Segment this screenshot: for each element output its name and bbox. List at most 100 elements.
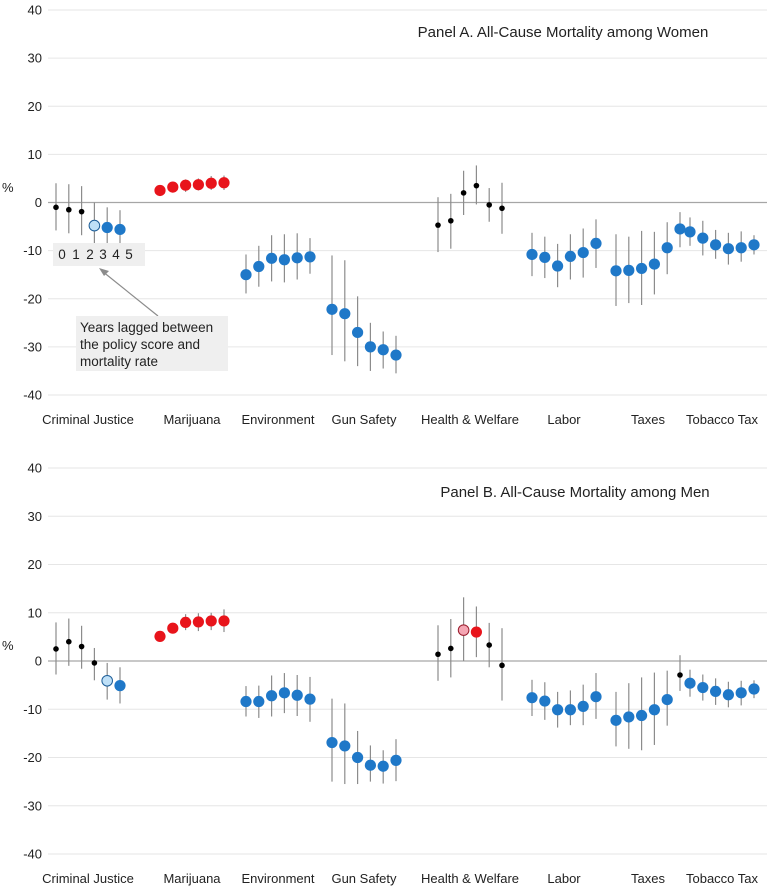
panel-a-point xyxy=(499,205,505,212)
lag-label-1: 1 xyxy=(72,247,80,262)
panel-b-category-label: Taxes xyxy=(631,871,665,886)
panel-a-y-tick-label: 40 xyxy=(28,3,42,18)
panel-b-point xyxy=(66,638,72,645)
panel-a-point xyxy=(53,204,59,211)
panel-b-category-label: Health & Welfare xyxy=(421,871,519,886)
panel-a-point xyxy=(326,303,338,315)
panel-a-point xyxy=(735,242,747,254)
panel-b-y-tick-label: 20 xyxy=(28,557,42,572)
panel-b-y-tick-label: 0 xyxy=(35,654,42,669)
panel-b-point xyxy=(470,626,482,638)
panel-b-point xyxy=(448,645,454,652)
panel-a-point xyxy=(697,232,709,244)
panel-a-category-label: Criminal Justice xyxy=(42,412,134,427)
panel-b-point xyxy=(240,695,252,708)
lag-label-3: 3 xyxy=(99,247,107,262)
panel-b-category-label: Gun Safety xyxy=(331,871,397,886)
panel-b-point xyxy=(564,704,577,716)
panel-a-point xyxy=(114,223,126,236)
panel-b-y-tick-label: -10 xyxy=(23,702,42,717)
panel-a-y-tick-label: 0 xyxy=(35,195,42,210)
panel-b-category-label: Marijuana xyxy=(163,871,221,886)
panel-a-point xyxy=(448,217,454,224)
panel-b-point xyxy=(266,690,278,702)
panel-a-point xyxy=(674,223,686,235)
panel-b-point xyxy=(552,704,564,716)
panel-b-point xyxy=(457,624,470,636)
panel-a-y-tick-label: 20 xyxy=(28,99,42,114)
panel-b-y-tick-label: 10 xyxy=(28,605,42,620)
panel-a-point xyxy=(684,226,696,238)
panel-b-point xyxy=(91,660,98,666)
panel-b-category-label: Environment xyxy=(242,871,315,886)
panel-a-category-label: Environment xyxy=(242,412,315,427)
lag-label-5: 5 xyxy=(125,247,133,262)
panel-a-point xyxy=(564,250,577,262)
panel-b-point xyxy=(610,714,622,726)
panel-b-point xyxy=(253,695,265,708)
panel-a-point xyxy=(88,219,101,232)
panel-a-title: Panel A. All-Cause Mortality among Women xyxy=(418,24,709,41)
panel-b-point xyxy=(218,615,230,627)
panel-b-point xyxy=(677,672,683,678)
panel-a-y-tick-label: -10 xyxy=(23,243,42,258)
panel-a-series-3 xyxy=(240,233,316,294)
panel-a-category-label: Taxes xyxy=(631,412,665,427)
lag-note-line-1: Years lagged between xyxy=(80,320,213,335)
panel-b-point xyxy=(539,695,551,707)
panel-a-y-tick-label: 30 xyxy=(28,51,42,66)
panel-b-point xyxy=(648,704,661,716)
panel-a-point xyxy=(167,181,179,193)
panel-a-point xyxy=(66,206,72,213)
panel-a-point xyxy=(154,184,166,197)
panel-b-y-tick-label: -40 xyxy=(23,847,42,862)
panel-a: Panel A. All-Cause Mortality among Women… xyxy=(2,3,767,427)
panel-b-point xyxy=(377,760,389,772)
panel-a-series-6 xyxy=(526,219,602,288)
panel-a-point xyxy=(180,179,192,191)
panel-b-point xyxy=(205,615,217,627)
lag-label-2: 2 xyxy=(86,247,94,262)
panel-b-point xyxy=(192,616,204,628)
panel-b-point xyxy=(636,709,648,722)
lag-note-line-2: the policy score and xyxy=(80,337,200,352)
panel-b-y-axis-label: % xyxy=(2,638,14,653)
panel-b-point xyxy=(278,687,290,699)
panel-a-point xyxy=(253,260,265,273)
panel-a-point xyxy=(78,208,85,215)
panel-a-point xyxy=(460,190,467,196)
panel-a-point xyxy=(291,252,303,264)
panel-a-point xyxy=(352,326,364,339)
panel-b-category-label: Labor xyxy=(547,871,581,886)
panel-b-series-4 xyxy=(326,698,402,785)
panel-a-point xyxy=(435,222,441,228)
panel-b-point xyxy=(623,711,635,723)
panel-a-point xyxy=(539,251,551,263)
lag-pointer-arrow xyxy=(101,270,159,317)
panel-b-point xyxy=(352,751,364,764)
panel-a-point xyxy=(526,248,538,261)
panel-b-point xyxy=(326,736,338,749)
panel-b-category-label: Criminal Justice xyxy=(42,871,134,886)
panel-a-point xyxy=(552,260,564,272)
panel-b-series-5 xyxy=(435,597,505,701)
panel-a-point xyxy=(623,264,635,276)
panel-a-y-tick-label: -30 xyxy=(23,339,42,354)
panel-b-point xyxy=(697,681,709,694)
panel-b-point xyxy=(661,694,673,706)
panel-a-point xyxy=(377,344,389,356)
panel-b-series-2 xyxy=(154,609,230,642)
lag-annotation: 0 1 2 3 4 5 Years lagged between the pol… xyxy=(53,243,228,371)
panel-a-point xyxy=(339,308,351,320)
panel-a-point xyxy=(192,179,204,191)
panel-a-point xyxy=(390,349,402,361)
panel-a-y-axis-label: % xyxy=(2,180,14,195)
panel-a-category-label: Tobacco Tax xyxy=(686,412,759,427)
panel-b-gridlines xyxy=(48,467,767,855)
panel-a-point xyxy=(486,202,493,208)
panel-a-category-label: Labor xyxy=(547,412,581,427)
panel-b-point xyxy=(735,687,747,699)
panel-a-point xyxy=(610,265,622,277)
panel-b-point xyxy=(78,643,85,650)
panel-b-series-1 xyxy=(53,618,126,704)
